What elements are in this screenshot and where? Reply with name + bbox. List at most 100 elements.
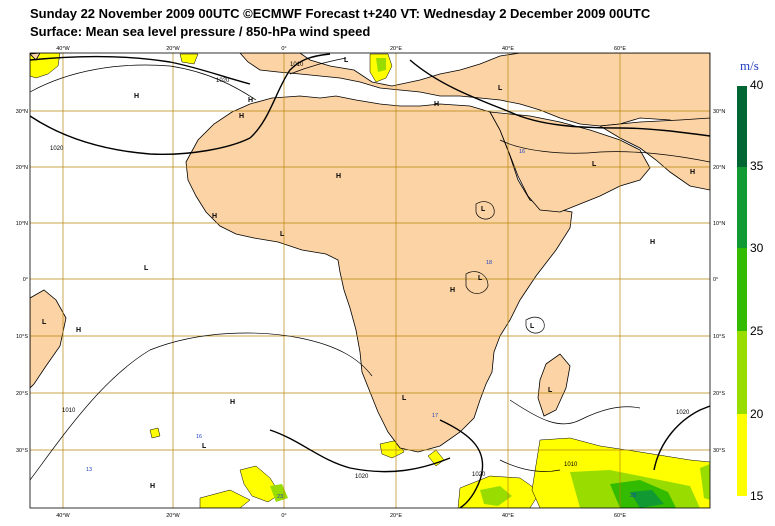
isobar-1020-indian	[653, 405, 710, 471]
legend-band-20-25	[737, 331, 747, 414]
legend-unit: m/s	[740, 58, 759, 73]
isobar-1010-indian	[509, 399, 641, 425]
lon-label-bottom: 0°	[281, 513, 286, 519]
isobars	[30, 53, 710, 508]
wind-patch-south-atlantic-3	[270, 484, 288, 502]
pressure-center-l: L	[42, 319, 47, 326]
lat-label-left: 20°N	[16, 165, 28, 171]
isobar-1010-west	[30, 64, 257, 101]
isobar-1010-southern	[499, 459, 561, 472]
longitude-labels: 40°W 20°W 0° 20°E 40°E 60°E 40°W 20°W 0°…	[56, 46, 626, 519]
isobar-1020-mideast	[409, 59, 710, 137]
lat-label-right: 10°S	[713, 334, 725, 340]
isobar-closed-indian	[525, 316, 545, 334]
isobar-label: 1010	[290, 62, 304, 68]
lon-label-top: 40°W	[56, 46, 70, 52]
pressure-center-l: L	[202, 443, 207, 450]
wind-patch-azores-inner	[376, 58, 386, 72]
wind-max-label: 18	[486, 260, 492, 266]
legend-tick: 30	[750, 241, 764, 255]
wind-max-label: 16	[519, 149, 525, 155]
graticule	[30, 53, 710, 508]
isobar-label: 1020	[50, 146, 64, 152]
pressure-center-h: H	[212, 213, 217, 220]
pressure-center-h: H	[336, 173, 341, 180]
legend-band-30-35	[737, 167, 747, 248]
lat-label-right: 10°N	[713, 221, 725, 227]
lon-label-bottom: 20°W	[166, 513, 180, 519]
wind-max-label: 17	[432, 413, 438, 419]
greenland-fragment	[30, 53, 41, 61]
legend-band-35-40	[737, 86, 747, 167]
isobar-1010-south-atlantic	[30, 332, 373, 481]
isobar-label: 1010	[62, 408, 76, 414]
pressure-center-h: H	[134, 93, 139, 100]
wind-max-label: 22	[630, 493, 636, 499]
lat-label-right: 20°N	[713, 165, 725, 171]
pressure-center-h: H	[76, 327, 81, 334]
lon-label-top: 0°	[281, 46, 286, 52]
pressure-center-l: L	[478, 275, 483, 282]
legend-tick: 35	[750, 159, 764, 173]
lat-label-right: 30°S	[713, 448, 725, 454]
legend-band-15-20	[737, 414, 747, 496]
wind-max-labels: 16 18 17 16 13 23 22	[86, 149, 636, 500]
south-america-landmass	[30, 289, 67, 389]
lon-label-top: 20°W	[166, 46, 180, 52]
lon-label-bottom: 40°E	[502, 513, 514, 519]
latitude-labels-left: 30°N 20°N 10°N 0° 10°S 20°S 30°S	[16, 109, 29, 454]
wind-speed-shading	[30, 53, 710, 508]
map-subtitle: Surface: Mean sea level pressure / 850-h…	[30, 24, 371, 39]
pressure-center-l: L	[592, 161, 597, 168]
isobar-label: 1020	[216, 78, 230, 84]
isobar-closed-horn	[475, 201, 495, 220]
legend-tick: 40	[750, 78, 764, 92]
isobar-closed-central	[465, 271, 489, 294]
lon-label-bottom: 20°E	[390, 513, 402, 519]
isobar-1020-azores	[30, 53, 331, 156]
pressure-center-l: L	[144, 265, 149, 272]
wind-max-label: 16	[196, 434, 202, 440]
wind-patch-east-indian	[700, 464, 710, 500]
pressure-center-l: L	[498, 85, 503, 92]
pressure-center-h: H	[248, 97, 253, 104]
isobar-label: 1020	[472, 472, 486, 478]
wind-patch-southern-ocean-west	[199, 489, 251, 508]
arabia-landmass	[489, 111, 651, 213]
pressure-center-l: L	[280, 231, 285, 238]
isobar-1010-mideast	[499, 139, 710, 163]
isobar-label: 1020	[355, 474, 369, 480]
pressure-center-h: H	[239, 113, 244, 120]
isobar-1010-med	[289, 57, 347, 75]
wind-patch-south-atlantic-2	[239, 465, 281, 503]
isobar-1020-south-atlantic	[269, 429, 451, 473]
wind-speed-legend	[737, 86, 747, 496]
pressure-center-l: L	[530, 323, 535, 330]
map-title: Sunday 22 November 2009 00UTC ©ECMWF For…	[30, 6, 651, 21]
pressure-center-l: L	[344, 57, 349, 64]
lat-label-left: 10°N	[16, 221, 28, 227]
pressure-center-h: H	[434, 101, 439, 108]
pressure-center-l: L	[481, 206, 486, 213]
wind-patch-iberia-west	[179, 53, 199, 65]
lat-label-right: 20°S	[713, 391, 725, 397]
lon-label-top: 20°E	[390, 46, 402, 52]
pressure-center-h: H	[230, 399, 235, 406]
lat-label-left: 30°S	[16, 448, 28, 454]
legend-tick: 15	[750, 489, 764, 503]
lat-label-left: 30°N	[16, 109, 28, 115]
legend-band-25-30	[737, 248, 747, 331]
pressure-center-l: L	[402, 395, 407, 402]
wind-max-label: 13	[86, 467, 92, 473]
pressure-centers: H H L H H H L L H H L L L H H L H L L H …	[42, 57, 695, 490]
isobar-labels: 1020 1010 1020 1020 1010 1020 1020 1010	[50, 62, 690, 480]
lat-label-left: 0°	[23, 277, 28, 283]
pressure-center-l: L	[548, 387, 553, 394]
isobar-label: 1010	[564, 462, 578, 468]
legend-tick: 25	[750, 324, 764, 338]
pressure-center-h: H	[650, 239, 655, 246]
lon-label-top: 60°E	[614, 46, 626, 52]
latitude-labels-right: 30°N 20°N 10°N 0° 10°S 20°S 30°S	[713, 109, 725, 454]
asia-landmass	[598, 117, 710, 191]
madagascar-landmass	[537, 353, 571, 417]
